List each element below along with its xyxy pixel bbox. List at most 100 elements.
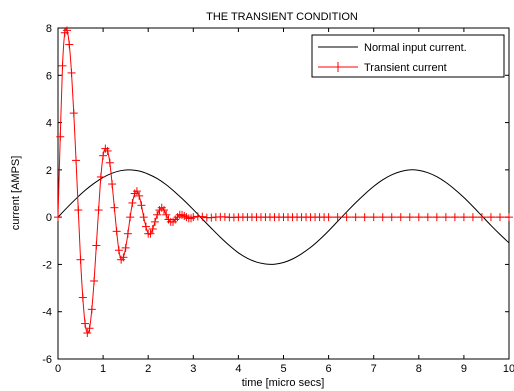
data-point	[387, 213, 396, 222]
y-axis-label: current [AMPS]	[10, 156, 22, 231]
data-point	[126, 213, 135, 222]
x-tick-label: 0	[55, 363, 61, 375]
y-tick-label: 2	[46, 165, 52, 177]
x-tick-label: 3	[190, 363, 196, 375]
data-point	[56, 132, 65, 141]
data-point	[342, 213, 351, 222]
data-point	[198, 212, 207, 221]
y-tick-label: 6	[46, 70, 52, 82]
data-point	[360, 213, 369, 222]
data-point	[90, 276, 99, 285]
x-tick-label: 6	[326, 363, 332, 375]
x-tick-label: 10	[503, 363, 514, 375]
data-point	[159, 206, 168, 215]
data-point	[369, 213, 378, 222]
data-point	[78, 293, 87, 302]
data-point	[65, 40, 74, 49]
data-point	[148, 224, 157, 233]
data-point	[54, 213, 62, 222]
data-point	[121, 243, 130, 252]
data-point	[432, 213, 441, 222]
legend-marker-transient	[333, 62, 343, 72]
legend-box	[311, 34, 505, 78]
data-point	[405, 213, 414, 222]
legend-label-transient: Transient current	[364, 62, 447, 74]
data-point	[486, 213, 495, 222]
data-point	[135, 191, 144, 200]
data-point	[81, 319, 90, 328]
y-axis: -6 -4 -2 0 2 4 6 8	[42, 23, 509, 366]
x-axis-label: time [micro secs]	[242, 377, 325, 389]
series-line-normal-input-current	[57, 169, 510, 265]
data-point	[69, 109, 78, 118]
data-point	[132, 187, 141, 196]
data-point	[146, 229, 155, 238]
data-point	[441, 213, 450, 222]
data-point	[468, 213, 477, 222]
data-point	[72, 156, 81, 165]
x-tick-label: 9	[461, 363, 467, 375]
x-tick-label: 5	[280, 363, 286, 375]
data-point	[123, 229, 132, 238]
data-point	[139, 213, 148, 222]
x-tick-label: 1	[100, 363, 106, 375]
y-tick-label: 8	[46, 23, 52, 35]
data-point	[85, 324, 94, 333]
data-point	[150, 217, 159, 226]
chart-title: THE TRANSIENT CONDITION	[206, 11, 358, 23]
data-point	[423, 213, 432, 222]
data-point	[87, 305, 96, 314]
data-point	[333, 213, 342, 222]
data-point	[505, 213, 513, 222]
x-tick-label: 7	[371, 363, 377, 375]
y-tick-label: 0	[46, 212, 52, 224]
data-point	[396, 213, 405, 222]
y-tick-label: -2	[42, 259, 52, 271]
data-point	[162, 210, 171, 219]
data-point	[92, 241, 101, 250]
data-point	[459, 213, 468, 222]
data-point	[76, 255, 85, 264]
data-point	[58, 61, 67, 70]
data-point	[414, 213, 423, 222]
data-point	[119, 253, 128, 262]
series-layer	[54, 26, 513, 337]
y-tick-label: -4	[42, 307, 52, 319]
y-tick-label: -6	[42, 354, 52, 366]
data-point	[103, 146, 112, 155]
x-tick-label: 2	[145, 363, 151, 375]
data-point	[74, 206, 83, 215]
y-tick-label: 4	[46, 118, 52, 130]
data-point	[110, 203, 119, 212]
series-markers-transient-current	[54, 26, 513, 337]
data-point	[112, 227, 121, 236]
data-point	[67, 68, 76, 77]
data-point	[137, 201, 146, 210]
x-axis: 0 1 2 3 4 5 6 7 8 9 10	[55, 28, 514, 375]
legend: Normal input current. Transient current	[311, 34, 505, 78]
data-point	[324, 213, 333, 222]
data-point	[114, 246, 123, 255]
data-point	[378, 213, 387, 222]
data-point	[108, 180, 117, 189]
data-point	[94, 206, 103, 215]
x-tick-label: 8	[416, 363, 422, 375]
data-point	[495, 213, 504, 222]
data-point	[153, 210, 162, 219]
data-point	[96, 172, 105, 181]
data-point	[63, 26, 72, 35]
data-point	[189, 213, 198, 222]
data-point	[141, 222, 150, 231]
data-point	[477, 213, 486, 222]
data-point	[128, 198, 137, 207]
data-point	[105, 158, 114, 167]
plot-area	[57, 27, 510, 360]
data-point	[351, 213, 360, 222]
legend-label-normal: Normal input current.	[364, 42, 467, 54]
x-tick-label: 4	[235, 363, 241, 375]
data-point	[99, 151, 108, 160]
data-point	[83, 328, 92, 337]
data-point	[450, 213, 459, 222]
